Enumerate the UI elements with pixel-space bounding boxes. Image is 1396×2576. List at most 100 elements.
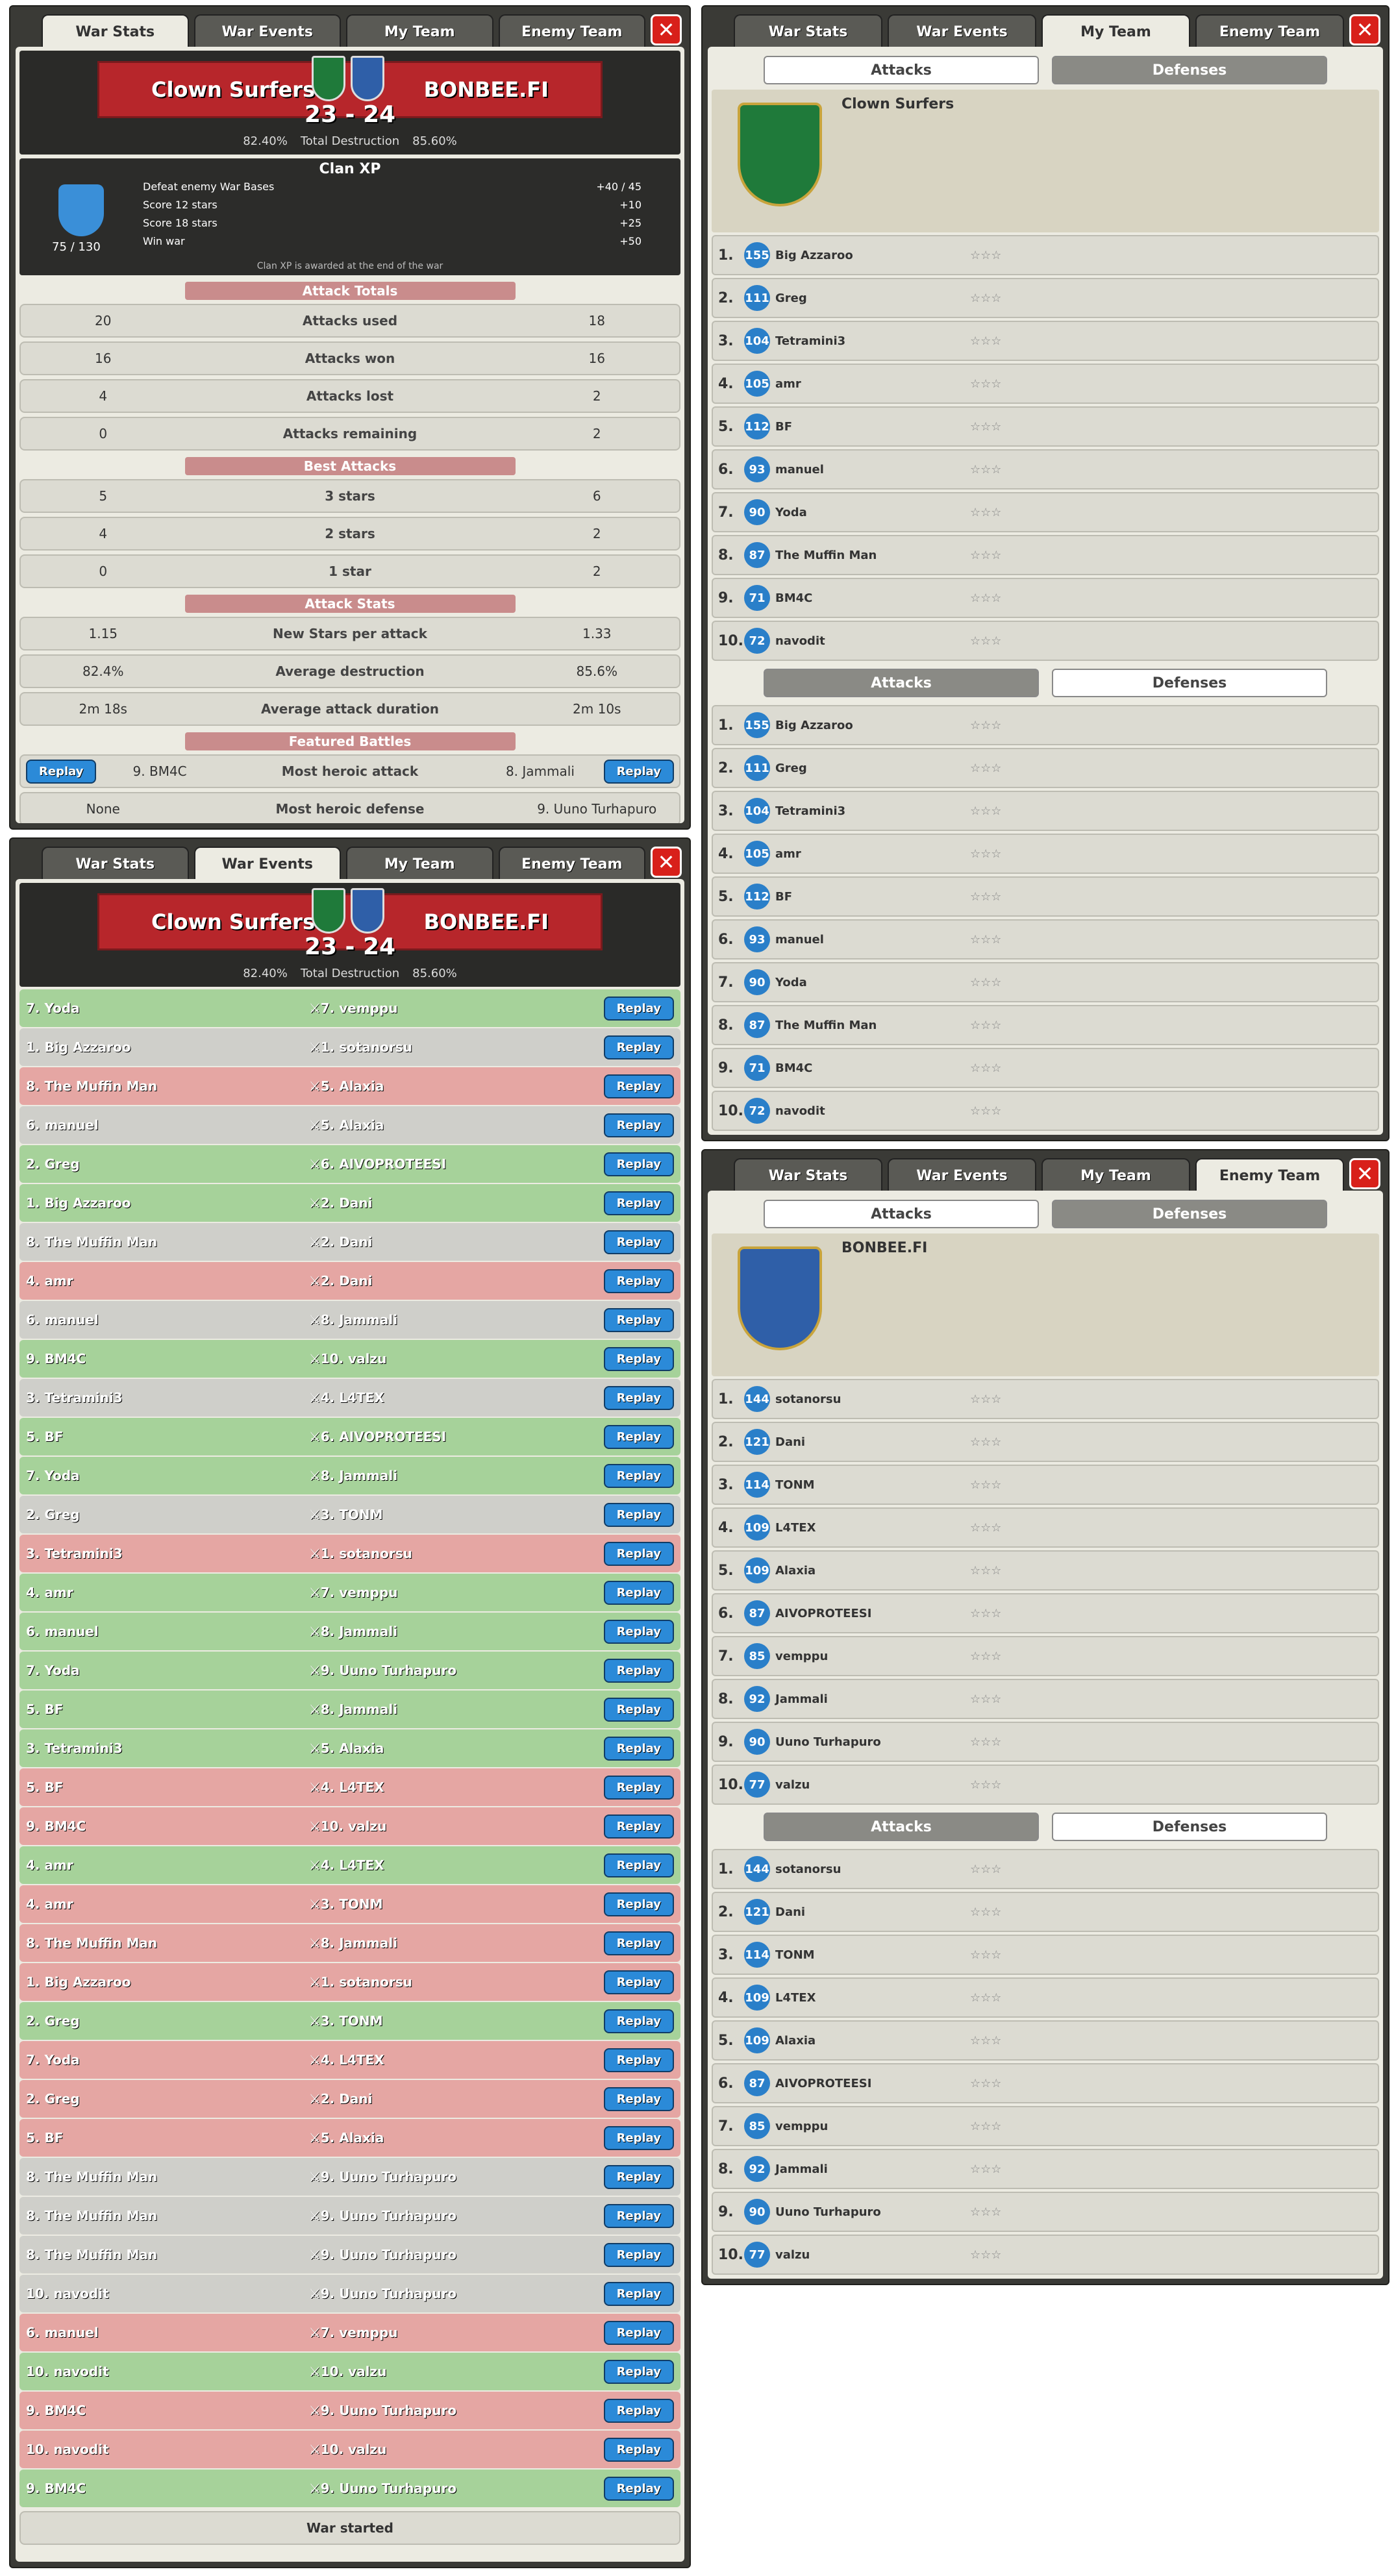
replay-button[interactable]: Replay [603,1152,675,1176]
enemy-defense-row[interactable]: 3. 114 TONM ☆☆☆ [712,1935,1379,1975]
member-attack-row[interactable]: 7. 90 Yoda ☆☆☆ [712,492,1379,532]
enemy-attack-row[interactable]: 3. 114 TONM ☆☆☆ [712,1465,1379,1505]
replay-button[interactable]: Replay [603,1502,675,1527]
member-defense-row[interactable]: 5. 112 BF ☆☆☆ [712,876,1379,917]
replay-button[interactable]: Replay [603,2164,675,2189]
member-defense-row[interactable]: 10. 72 navodit ☆☆☆ [712,1091,1379,1131]
member-attack-row[interactable]: 8. 87 The Muffin Man ☆☆☆ [712,535,1379,575]
attacks-tab[interactable]: Attacks [764,669,1039,697]
tab-war-stats[interactable]: War Stats [734,1158,882,1192]
member-defense-row[interactable]: 4. 105 amr ☆☆☆ [712,834,1379,874]
member-defense-row[interactable]: 7. 90 Yoda ☆☆☆ [712,962,1379,1002]
replay-button[interactable]: Replay [603,2476,675,2501]
replay-button[interactable]: Replay [603,1113,675,1137]
defenses-tab[interactable]: Defenses [1052,1200,1327,1228]
replay-button[interactable]: Replay [603,1074,675,1098]
replay-button[interactable]: Replay [603,1346,675,1371]
replay-button[interactable]: Replay [603,2242,675,2267]
defenses-tab[interactable]: Defenses [1052,669,1327,697]
enemy-defense-row[interactable]: 7. 85 vemppu ☆☆☆ [712,2106,1379,2146]
replay-button[interactable]: Replay [603,1775,675,1800]
replay-button[interactable]: Replay [603,1463,675,1488]
member-defense-row[interactable]: 6. 93 manuel ☆☆☆ [712,919,1379,960]
replay-button[interactable]: Replay [603,2437,675,2462]
enemy-defense-row[interactable]: 10. 77 valzu ☆☆☆ [712,2235,1379,2275]
member-attack-row[interactable]: 4. 105 amr ☆☆☆ [712,364,1379,404]
enemy-defense-row[interactable]: 4. 109 L4TEX ☆☆☆ [712,1977,1379,2018]
tab-enemy-team[interactable]: Enemy Team [1195,14,1344,48]
close-button[interactable]: ✕ [651,847,682,878]
replay-button[interactable]: Replay [603,1541,675,1566]
replay-button[interactable]: Replay [603,2281,675,2306]
replay-button[interactable]: Replay [603,1892,675,1916]
enemy-attack-row[interactable]: 6. 87 AIVOPROTEESI ☆☆☆ [712,1593,1379,1633]
member-defense-row[interactable]: 3. 104 Tetramini3 ☆☆☆ [712,791,1379,831]
tab-my-team[interactable]: My Team [1041,1158,1190,1192]
defenses-tab[interactable]: Defenses [1052,1813,1327,1841]
replay-button[interactable]: Replay [603,2048,675,2072]
replay-button[interactable]: Replay [603,2359,675,2384]
replay-button[interactable]: Replay [603,1814,675,1839]
enemy-attack-row[interactable]: 1. 144 sotanorsu ☆☆☆ [712,1379,1379,1419]
enemy-defense-row[interactable]: 1. 144 sotanorsu ☆☆☆ [712,1849,1379,1889]
enemy-defense-row[interactable]: 5. 109 Alaxia ☆☆☆ [712,2020,1379,2061]
replay-button[interactable]: Replay [603,2398,675,2423]
replay-button[interactable]: Replay [603,1307,675,1332]
replay-button[interactable]: Replay [603,759,675,784]
defenses-tab[interactable]: Defenses [1052,56,1327,84]
enemy-defense-row[interactable]: 9. 90 Uuno Turhapuro ☆☆☆ [712,2192,1379,2232]
enemy-attack-row[interactable]: 9. 90 Uuno Turhapuro ☆☆☆ [712,1722,1379,1762]
member-defense-row[interactable]: 8. 87 The Muffin Man ☆☆☆ [712,1005,1379,1045]
tab-war-stats[interactable]: War Stats [42,847,189,880]
replay-button[interactable]: Replay [603,1580,675,1605]
replay-button[interactable]: Replay [603,1385,675,1410]
enemy-attack-row[interactable]: 4. 109 L4TEX ☆☆☆ [712,1507,1379,1548]
tab-my-team[interactable]: My Team [346,847,493,880]
replay-button[interactable]: Replay [603,2125,675,2150]
tab-war-stats[interactable]: War Stats [734,14,882,48]
enemy-defense-row[interactable]: 6. 87 AIVOPROTEESI ☆☆☆ [712,2063,1379,2103]
replay-button[interactable]: Replay [603,1658,675,1683]
member-defense-row[interactable]: 1. 155 Big Azzaroo ☆☆☆ [712,705,1379,745]
enemy-attack-row[interactable]: 7. 85 vemppu ☆☆☆ [712,1636,1379,1676]
tab-my-team[interactable]: My Team [1041,14,1190,48]
tab-enemy-team[interactable]: Enemy Team [498,14,645,48]
member-defense-row[interactable]: 2. 111 Greg ☆☆☆ [712,748,1379,788]
tab-war-events[interactable]: War Events [193,847,341,880]
replay-button[interactable]: Replay [603,2009,675,2033]
enemy-attack-row[interactable]: 2. 121 Dani ☆☆☆ [712,1422,1379,1462]
member-defense-row[interactable]: 9. 71 BM4C ☆☆☆ [712,1048,1379,1088]
tab-enemy-team[interactable]: Enemy Team [498,847,645,880]
member-attack-row[interactable]: 2. 111 Greg ☆☆☆ [712,278,1379,318]
tab-war-events[interactable]: War Events [888,1158,1036,1192]
replay-button[interactable]: Replay [26,759,97,784]
replay-button[interactable]: Replay [603,1035,675,1059]
enemy-defense-row[interactable]: 2. 121 Dani ☆☆☆ [712,1892,1379,1932]
member-attack-row[interactable]: 9. 71 BM4C ☆☆☆ [712,578,1379,618]
tab-my-team[interactable]: My Team [346,14,493,48]
member-attack-row[interactable]: 3. 104 Tetramini3 ☆☆☆ [712,321,1379,361]
enemy-defense-row[interactable]: 8. 92 Jammali ☆☆☆ [712,2149,1379,2189]
member-attack-row[interactable]: 1. 155 Big Azzaroo ☆☆☆ [712,235,1379,275]
close-button[interactable]: ✕ [651,14,682,45]
tab-war-events[interactable]: War Events [193,14,341,48]
attacks-tab[interactable]: Attacks [764,56,1039,84]
enemy-attack-row[interactable]: 5. 109 Alaxia ☆☆☆ [712,1550,1379,1591]
enemy-attack-row[interactable]: 10. 77 valzu ☆☆☆ [712,1765,1379,1805]
replay-button[interactable]: Replay [603,1230,675,1254]
tab-war-stats[interactable]: War Stats [42,14,189,48]
member-attack-row[interactable]: 10. 72 navodit ☆☆☆ [712,621,1379,661]
close-button[interactable]: ✕ [1349,1158,1380,1189]
enemy-attack-row[interactable]: 8. 92 Jammali ☆☆☆ [712,1679,1379,1719]
replay-button[interactable]: Replay [603,1931,675,1955]
replay-button[interactable]: Replay [603,2203,675,2228]
member-attack-row[interactable]: 6. 93 manuel ☆☆☆ [712,449,1379,489]
replay-button[interactable]: Replay [603,2087,675,2111]
member-attack-row[interactable]: 5. 112 BF ☆☆☆ [712,406,1379,447]
replay-button[interactable]: Replay [603,996,675,1021]
tab-enemy-team[interactable]: Enemy Team [1195,1158,1344,1192]
replay-button[interactable]: Replay [603,1269,675,1293]
replay-button[interactable]: Replay [603,1424,675,1449]
close-button[interactable]: ✕ [1349,14,1380,45]
replay-button[interactable]: Replay [603,1970,675,1994]
